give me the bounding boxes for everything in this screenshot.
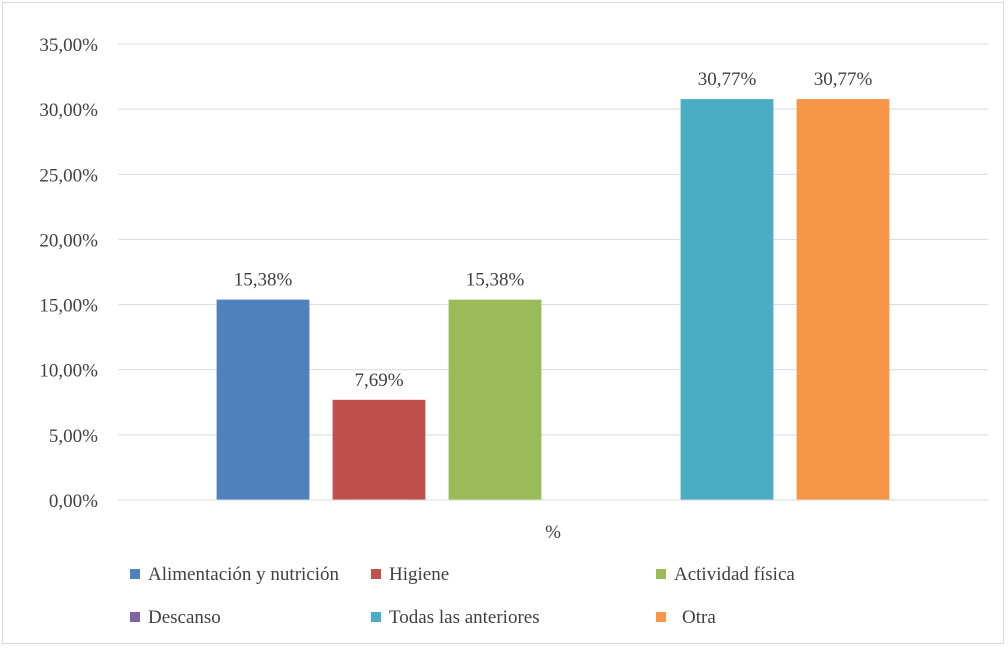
y-tick-label: 35,00% — [39, 35, 98, 56]
data-labels: 15,38% 7,69% 15,38% 30,77% 30,77% — [234, 69, 873, 391]
y-tick-label: 5,00% — [49, 426, 98, 447]
bars — [216, 99, 890, 501]
y-axis-ticks: 0,00% 5,00% 10,00% 15,00% 20,00% 25,00% 30,00%… — [39, 35, 98, 512]
legend-label: Actividad física — [674, 564, 795, 585]
y-tick-label: 0,00% — [49, 491, 98, 512]
x-axis-title: % — [545, 522, 561, 543]
legend-label: Descanso — [148, 607, 221, 628]
bar-higiene — [332, 399, 426, 500]
data-label: 15,38% — [234, 270, 293, 291]
legend-label: Alimentación y nutrición — [148, 564, 340, 585]
legend-swatch — [371, 612, 381, 622]
data-label: 30,77% — [814, 69, 873, 90]
legend-swatch — [130, 612, 140, 622]
bar-otra — [796, 99, 890, 501]
legend-swatch — [371, 569, 381, 579]
legend: Alimentación y nutrición Higiene Actividad… — [130, 564, 795, 628]
legend-swatch — [656, 569, 666, 579]
legend-label: Todas las anteriores — [389, 607, 540, 628]
data-label: 30,77% — [698, 69, 757, 90]
legend-label: Higiene — [389, 564, 449, 585]
data-label: 7,69% — [354, 370, 403, 391]
legend-swatch — [656, 612, 666, 622]
legend-label: Otra — [682, 607, 716, 628]
bar-alimentaci-n-y-nutrici-n — [216, 299, 310, 500]
y-tick-label: 25,00% — [39, 165, 98, 186]
bar-actividad-f-sica — [448, 299, 542, 500]
bar-todas-las-anteriores — [680, 99, 774, 501]
y-tick-label: 20,00% — [39, 230, 98, 251]
y-tick-label: 15,00% — [39, 296, 98, 317]
y-tick-label: 10,00% — [39, 361, 98, 382]
data-label: 15,38% — [466, 270, 525, 291]
legend-swatch — [130, 569, 140, 579]
y-tick-label: 30,00% — [39, 100, 98, 121]
